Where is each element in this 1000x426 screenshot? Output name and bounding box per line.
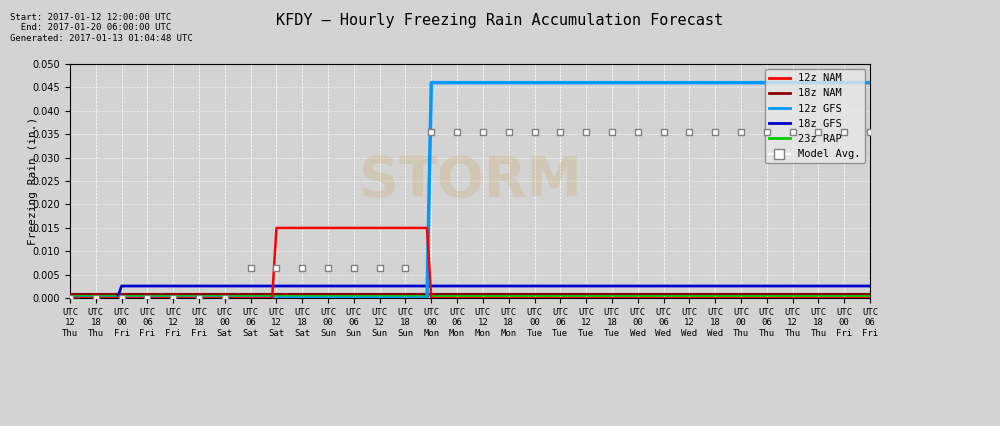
Text: STORM: STORM <box>359 154 581 208</box>
Legend: 12z NAM, 18z NAM, 12z GFS, 18z GFS, 23z RAP, Model Avg.: 12z NAM, 18z NAM, 12z GFS, 18z GFS, 23z … <box>765 69 865 164</box>
Text: KFDY – Hourly Freezing Rain Accumulation Forecast: KFDY – Hourly Freezing Rain Accumulation… <box>276 13 724 28</box>
Y-axis label: Freezing Rain (in.): Freezing Rain (in.) <box>28 117 38 245</box>
Text: Start: 2017-01-12 12:00:00 UTC
  End: 2017-01-20 06:00:00 UTC
Generated: 2017-01: Start: 2017-01-12 12:00:00 UTC End: 2017… <box>10 13 193 43</box>
